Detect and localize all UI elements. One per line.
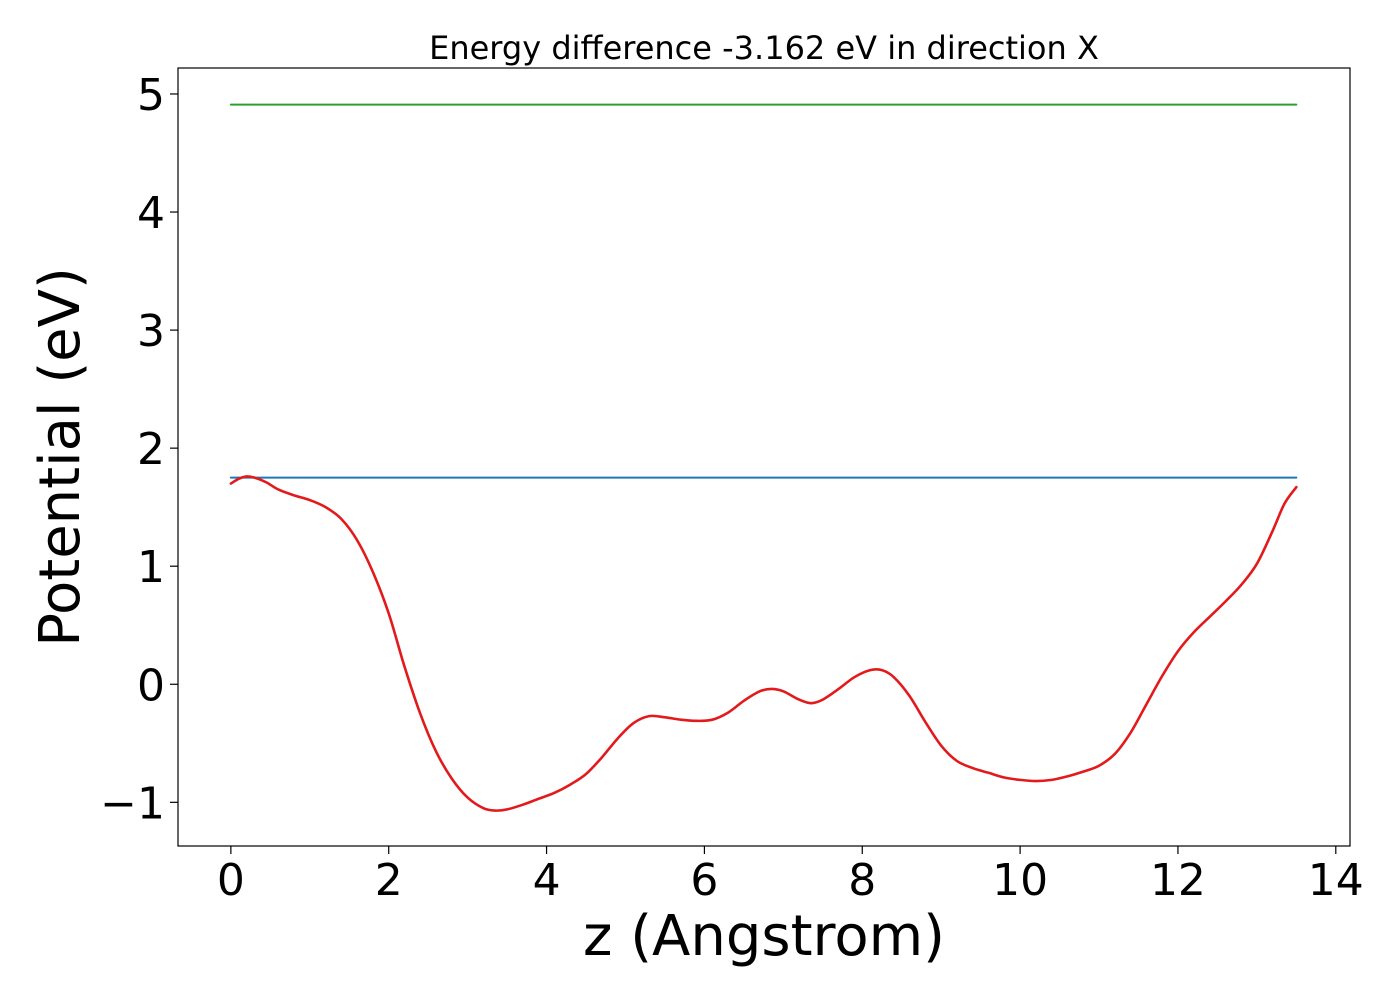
series-layer [229,103,1298,812]
x-tick-label: 8 [848,855,876,906]
x-tick-label: 6 [690,855,718,906]
x-tick-label: 2 [375,855,403,906]
x-tick-label: 12 [1150,855,1206,906]
x-tick-label: 4 [533,855,561,906]
y-tick-label: 0 [137,660,165,711]
series-line-3 [229,475,1298,812]
x-axis-label: z (Angstrom) [583,904,945,969]
y-tick-label: 3 [137,306,165,357]
chart-title: Energy difference -3.162 eV in direction… [429,29,1099,67]
x-tick-label: 10 [992,855,1048,906]
y-axis-label: Potential (eV) [28,267,93,647]
y-tick-label: 1 [137,542,165,593]
x-tick-label: 14 [1308,855,1364,906]
y-tick-label: 2 [137,424,165,475]
y-tick-label: 4 [137,188,165,239]
x-tick-label: 0 [217,855,245,906]
plot-frame [177,67,1351,847]
y-tick-label: −1 [100,778,165,829]
y-tick-label: 5 [137,70,165,121]
